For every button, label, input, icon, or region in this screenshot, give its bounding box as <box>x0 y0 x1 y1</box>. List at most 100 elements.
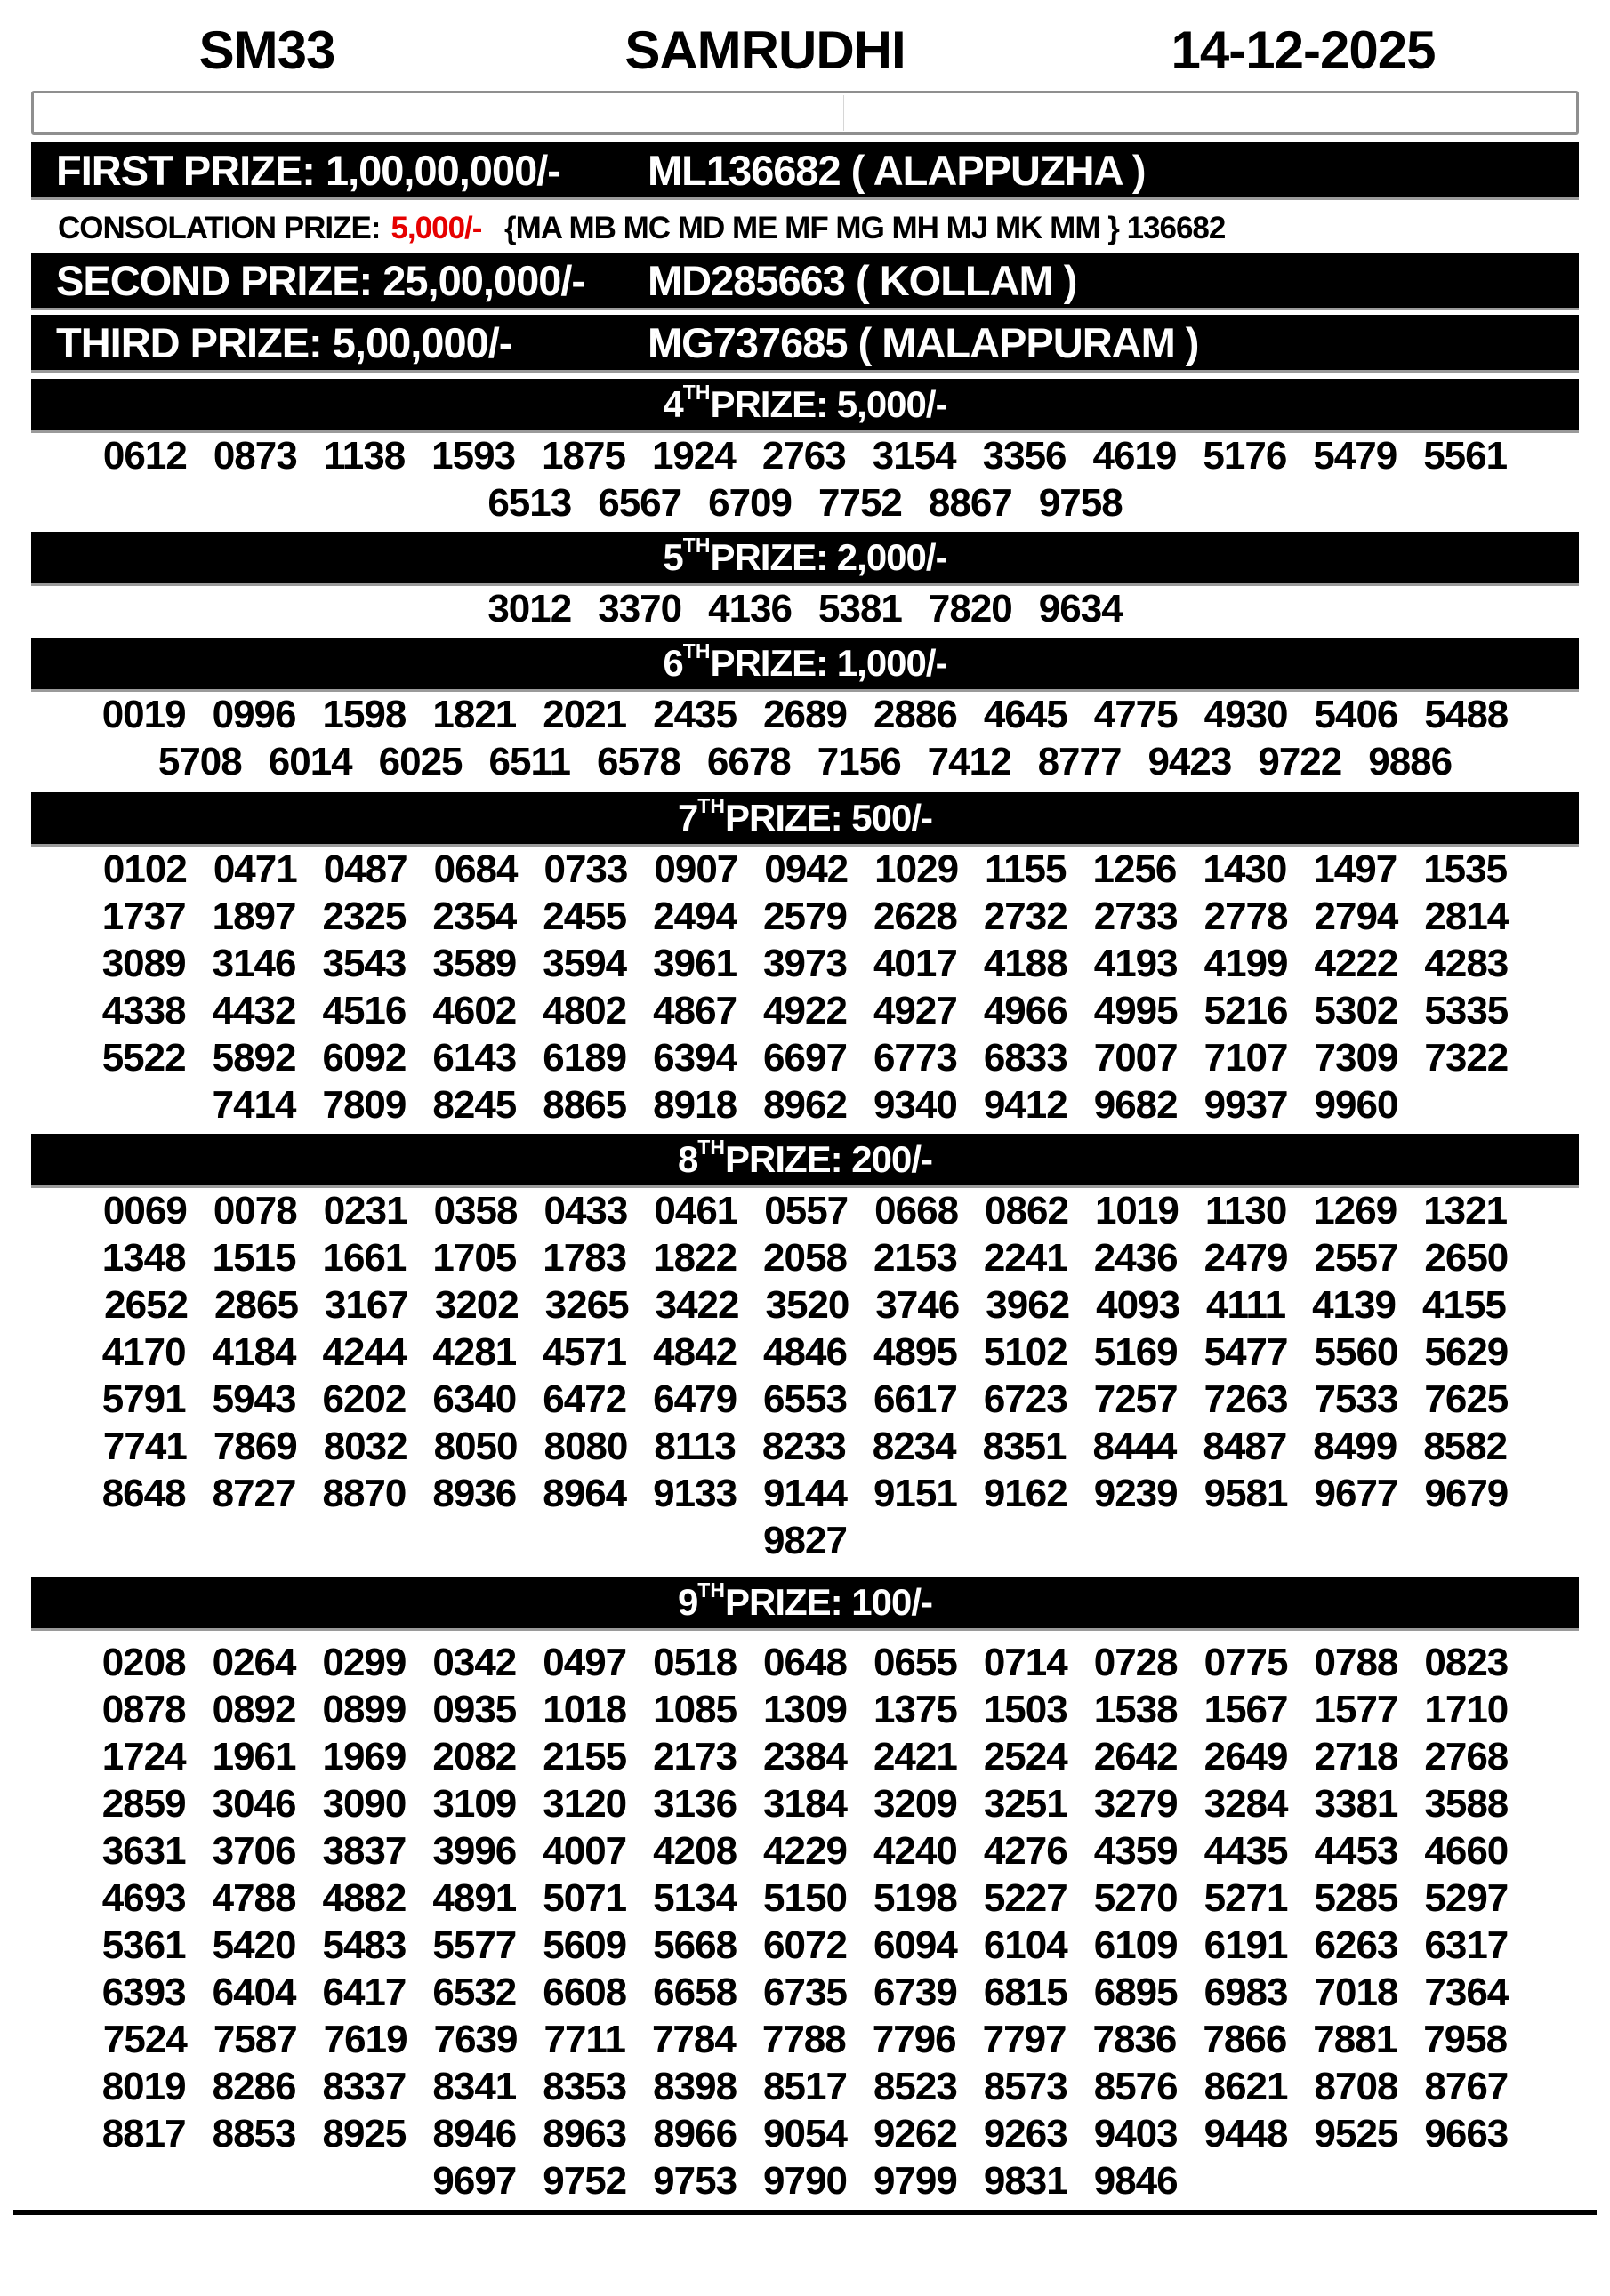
prize-number: 1155 <box>985 847 1067 891</box>
prize-number: 9403 <box>1093 2111 1179 2156</box>
prize-number-row: 7524 7587 7619 7639 7711 7784 7788 7796 7797 7836… <box>0 2016 1610 2063</box>
prize-number-row: 8019 8286 8337 8341 8353 8398 8517 8523 8573 8576… <box>0 2063 1610 2110</box>
prize-number: 9831 <box>983 2158 1068 2203</box>
prize-number: 3251 <box>983 1781 1068 1826</box>
prize-number: 8337 <box>322 2064 407 2108</box>
prize-number: 1924 <box>651 433 737 478</box>
prize-number-row: 4693 4788 4882 4891 5071 5134 5150 5198 5227 5270… <box>0 1875 1610 1922</box>
prize-number: 9054 <box>763 2111 848 2156</box>
prize-number: 9758 <box>1038 480 1123 525</box>
section-7th-numbers: 0102 0471 0487 0684 0733 0907 0942 1029 1155 1256… <box>0 844 1610 1128</box>
prize-number: 1661 <box>322 1235 407 1280</box>
prize-number: 2768 <box>1424 1734 1509 1778</box>
second-prize-winner: MD285663 ( KOLLAM ) <box>648 256 1077 304</box>
prize-number: 2733 <box>1093 894 1179 938</box>
prize-number: 2814 <box>1424 894 1509 938</box>
prize-number: 9697 <box>432 2158 517 2203</box>
prize-number-row: 1737 1897 2325 2354 2455 2494 2579 2628 2732 2733… <box>0 893 1610 940</box>
prize-number: 7018 <box>1314 1970 1399 2014</box>
prize-number: 4895 <box>873 1329 958 1374</box>
prize-number: 4136 <box>708 586 793 630</box>
prize-number: 5406 <box>1314 692 1399 736</box>
prize-number-row: 0612 0873 1138 1593 1875 1924 2763 3154 3356 4619… <box>0 432 1610 479</box>
prize-number: 7619 <box>323 2017 408 2061</box>
prize-number: 8050 <box>433 1424 519 1468</box>
section-6th-title: PRIZE: 1,000/- <box>710 642 947 684</box>
prize-number: 7881 <box>1313 2017 1397 2061</box>
prize-number: 7257 <box>1093 1377 1179 1421</box>
prize-number: 8398 <box>653 2064 737 2108</box>
section-5th-title: PRIZE: 2,000/- <box>710 536 947 578</box>
prize-number: 8523 <box>873 2064 958 2108</box>
prize-number-row: 5522 5892 6092 6143 6189 6394 6697 6773 6833 7007… <box>0 1034 1610 1081</box>
first-prize-label: FIRST PRIZE: 1,00,00,000/- <box>56 146 561 194</box>
section-5th-prize: 5 TH PRIZE: 2,000/- 3012 3370 4136 5381 7820 9… <box>0 532 1610 632</box>
prize-number: 8727 <box>212 1471 297 1515</box>
prize-number: 7007 <box>1093 1035 1179 1080</box>
prize-number: 7796 <box>872 2017 957 2061</box>
prize-number: 1503 <box>983 1687 1068 1731</box>
prize-number: 5483 <box>322 1923 407 1967</box>
prize-number: 4453 <box>1314 1828 1399 1873</box>
prize-number: 0878 <box>101 1687 187 1731</box>
prize-number: 6513 <box>487 480 572 525</box>
prize-number: 4208 <box>653 1828 737 1873</box>
prize-number: 5479 <box>1313 433 1397 478</box>
prize-number: 1375 <box>873 1687 958 1731</box>
prize-number: 1577 <box>1314 1687 1399 1731</box>
prize-number: 4093 <box>1096 1282 1180 1327</box>
prize-number: 4846 <box>763 1329 848 1374</box>
prize-number: 8499 <box>1313 1424 1397 1468</box>
prize-number: 2153 <box>873 1235 958 1280</box>
prize-number: 4693 <box>101 1875 187 1920</box>
prize-number: 5629 <box>1424 1329 1509 1374</box>
prize-number: 1321 <box>1423 1188 1508 1232</box>
consolation-row: CONSOLATION PRIZE: 5,000/- {MA MB MC MD … <box>31 208 1579 249</box>
prize-number: 2082 <box>432 1734 517 1778</box>
prize-number: 4338 <box>101 988 187 1032</box>
prize-number: 1598 <box>322 692 407 736</box>
prize-number: 3109 <box>432 1781 517 1826</box>
section-8th-title: PRIZE: 200/- <box>724 1138 933 1180</box>
section-6th-header: 6 TH PRIZE: 1,000/- <box>31 638 1579 689</box>
prize-number: 4995 <box>1093 988 1179 1032</box>
prize-number: 4788 <box>212 1875 297 1920</box>
prize-number-row: 2652 2865 3167 3202 3265 3422 3520 3746 3962 4093… <box>0 1281 1610 1329</box>
empty-input-box[interactable] <box>31 91 1579 135</box>
prize-number: 8964 <box>543 1471 627 1515</box>
input-box-divider <box>843 95 845 131</box>
prize-number: 0102 <box>102 847 188 891</box>
prize-number: 1348 <box>101 1235 187 1280</box>
prize-number: 1085 <box>653 1687 737 1731</box>
prize-number: 1961 <box>212 1734 297 1778</box>
prize-number: 1969 <box>322 1734 407 1778</box>
prize-number: 5198 <box>873 1875 958 1920</box>
prize-number: 1822 <box>653 1235 737 1280</box>
section-5th-ordinal: TH <box>682 533 711 557</box>
prize-number: 8351 <box>982 1424 1067 1468</box>
prize-number: 6983 <box>1203 1970 1289 2014</box>
prize-number-row: 7414 7809 8245 8865 8918 8962 9340 9412 9682 9937… <box>0 1081 1610 1128</box>
section-7th-ordinal: TH <box>697 793 725 817</box>
prize-number: 7809 <box>322 1082 407 1127</box>
prize-number: 6578 <box>597 739 681 783</box>
prize-number: 1567 <box>1203 1687 1289 1731</box>
prize-number: 7414 <box>212 1082 297 1127</box>
prize-number: 0788 <box>1314 1640 1399 1684</box>
prize-number: 3962 <box>986 1282 1070 1327</box>
prize-number: 7820 <box>928 586 1013 630</box>
third-prize-winner: MG737685 ( MALAPPURAM ) <box>648 318 1199 366</box>
prize-number: 9162 <box>983 1471 1068 1515</box>
prize-number: 1705 <box>432 1235 517 1280</box>
prize-number: 3136 <box>653 1781 737 1826</box>
prize-number: 0907 <box>654 847 738 891</box>
prize-number: 2794 <box>1314 894 1399 938</box>
prize-number: 7741 <box>102 1424 188 1468</box>
prize-number: 6393 <box>101 1970 187 2014</box>
prize-number-row: 0878 0892 0899 0935 1018 1085 1309 1375 1503 1538… <box>0 1686 1610 1733</box>
prize-number: 2241 <box>983 1235 1068 1280</box>
prize-number: 2325 <box>322 894 407 938</box>
section-5th-numbers: 3012 3370 4136 5381 7820 9634 <box>0 583 1610 632</box>
prize-number: 9412 <box>983 1082 1068 1127</box>
prize-number-row: 2859 3046 3090 3109 3120 3136 3184 3209 3251 3279… <box>0 1780 1610 1827</box>
